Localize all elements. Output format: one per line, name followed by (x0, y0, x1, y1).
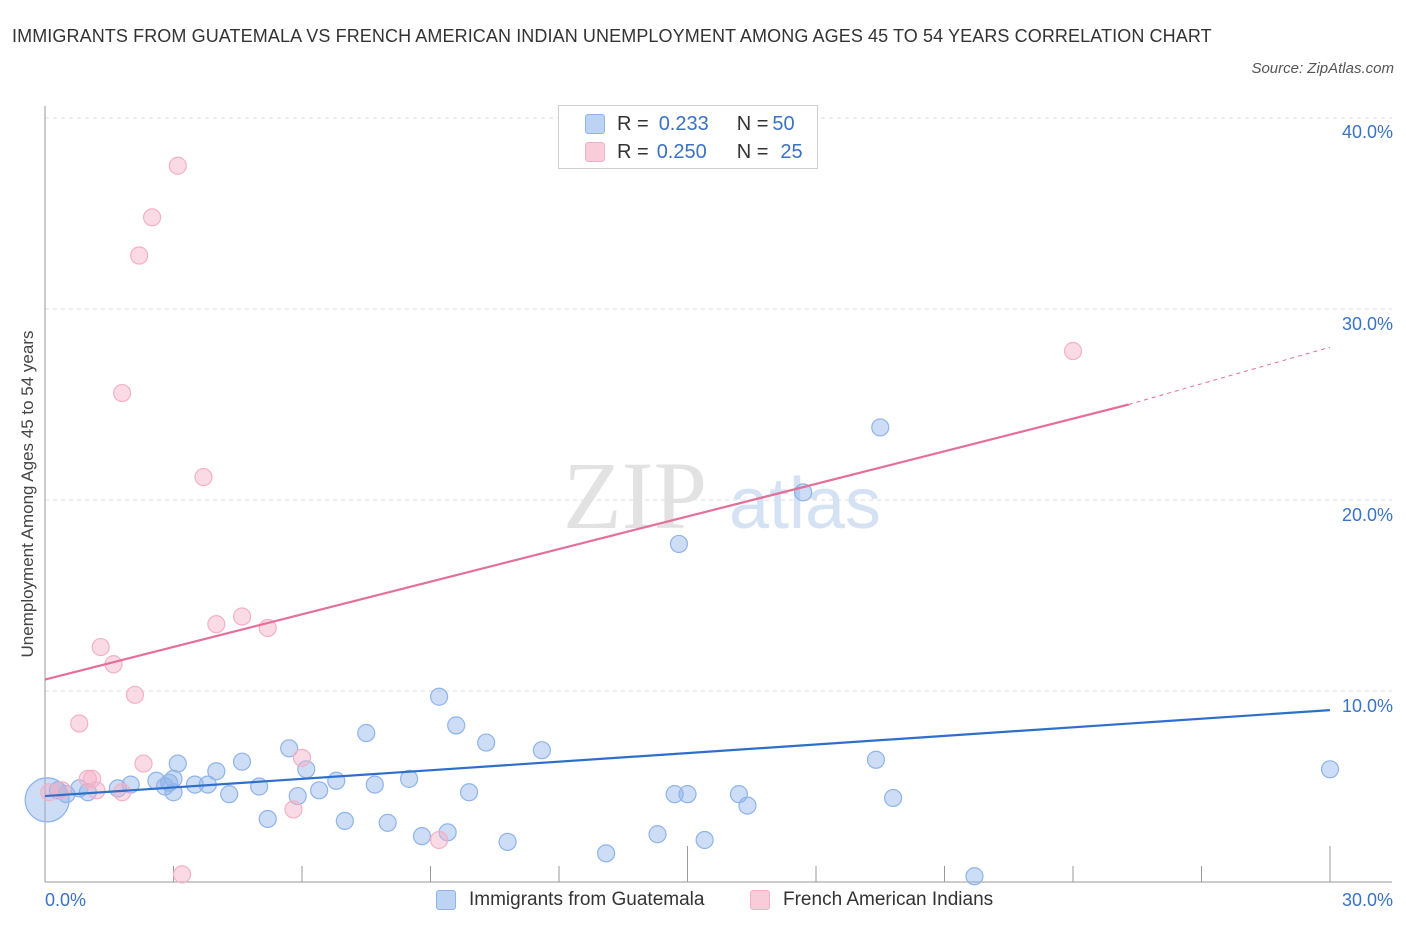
y-tick-label-40: 40.0% (1341, 122, 1393, 142)
point-0-36 (498, 832, 517, 851)
axes (44, 106, 1392, 883)
point-0-35 (477, 733, 496, 752)
x-tick-label-max: 30.0% (1341, 890, 1393, 910)
point-0-49 (883, 788, 903, 808)
bottom-legend-guatemala: Immigrants from Guatemala (436, 889, 704, 911)
source-label: Source: ZipAtlas.com (1251, 60, 1394, 77)
point-1-4 (83, 769, 102, 788)
trend-line-dashed-1 (1128, 346, 1331, 405)
series-french-american-indian-points (40, 156, 1083, 884)
watermark-zip: ZIP (563, 442, 707, 549)
point-0-19 (258, 809, 277, 829)
point-0-12 (168, 754, 187, 773)
point-0-30 (412, 827, 432, 846)
bottom-legend-swatch-guatemala (436, 890, 456, 910)
bottom-legend-french-american-indian: French American Indians (750, 889, 993, 911)
chart-title: IMMIGRANTS FROM GUATEMALA VS FRENCH AMER… (12, 26, 1212, 46)
point-1-15 (172, 865, 192, 884)
point-0-21 (288, 786, 307, 806)
legend-swatch-guatemala (585, 114, 605, 134)
point-1-6 (91, 637, 110, 657)
point-0-51 (1320, 760, 1340, 779)
point-0-20 (280, 739, 299, 758)
legend-row-guatemala: R = 0.233 N = 50 (585, 112, 795, 136)
point-0-24 (327, 771, 346, 790)
point-0-15 (207, 762, 226, 781)
point-0-34 (459, 783, 479, 802)
point-0-42 (678, 785, 697, 804)
legend-r-label: R = (617, 140, 649, 163)
point-0-26 (357, 723, 376, 743)
x-tick-label-min: 0.0% (45, 890, 87, 910)
legend-r-label: R = (617, 112, 649, 135)
y-tick-label-10: 10.0% (1341, 696, 1393, 716)
point-1-9 (112, 383, 132, 403)
point-1-18 (232, 607, 252, 626)
legend-n-value: 25 (780, 140, 803, 163)
trend-line-0 (44, 709, 1331, 798)
bottom-legend-swatch-french-american-indian (750, 890, 770, 910)
point-1-13 (142, 208, 162, 227)
bottom-legend-label-guatemala: Immigrants from Guatemala (469, 889, 705, 910)
point-0-27 (365, 775, 384, 794)
y-tick-label-30: 30.0% (1341, 314, 1393, 334)
trend-lines (44, 346, 1331, 798)
trend-line-1 (44, 403, 1129, 681)
point-1-16 (194, 467, 213, 487)
point-0-47 (866, 750, 886, 769)
point-0-40 (665, 785, 684, 804)
legend-n-value: 50 (772, 112, 795, 135)
point-0-43 (695, 830, 714, 850)
point-0-33 (447, 716, 466, 735)
y-tick-label-20: 20.0% (1341, 505, 1393, 525)
point-0-48 (871, 418, 890, 437)
gridlines (45, 117, 1392, 692)
legend-r-value: 0.250 (656, 140, 707, 163)
point-0-38 (597, 844, 616, 863)
point-0-28 (378, 813, 397, 832)
point-0-50 (965, 867, 984, 886)
legend-n-label: N = (736, 140, 769, 163)
point-0-29 (399, 769, 419, 788)
point-1-14 (168, 156, 187, 175)
point-0-17 (232, 752, 252, 771)
point-1-2 (70, 714, 89, 733)
point-1-22 (429, 830, 449, 850)
correlation-legend: R = 0.233 N = 50 R = 0.250 N = 25 (558, 105, 818, 169)
legend-r-value: 0.233 (658, 112, 709, 135)
point-1-11 (130, 246, 149, 265)
point-0-37 (532, 741, 551, 760)
watermark-atlas: atlas (729, 464, 881, 544)
point-0-23 (310, 781, 329, 800)
point-1-17 (207, 615, 226, 634)
bottom-legend-label-french-american-indian: French American Indians (783, 889, 994, 910)
point-0-25 (335, 811, 354, 830)
point-0-39 (648, 825, 667, 844)
point-0-45 (738, 796, 757, 815)
point-0-31 (429, 687, 449, 706)
point-1-23 (1063, 341, 1083, 361)
point-1-12 (134, 754, 153, 773)
point-1-10 (125, 685, 145, 704)
point-1-20 (284, 800, 303, 819)
point-0-41 (669, 534, 689, 554)
legend-row-french-american-indian: R = 0.250 N = 25 (585, 140, 803, 164)
point-0-16 (220, 785, 239, 804)
point-1-21 (292, 748, 312, 767)
legend-swatch-french-american-indian (585, 142, 605, 162)
legend-n-label: N = (736, 112, 769, 135)
series-guatemala-points (24, 418, 1340, 886)
point-1-5 (87, 781, 106, 800)
